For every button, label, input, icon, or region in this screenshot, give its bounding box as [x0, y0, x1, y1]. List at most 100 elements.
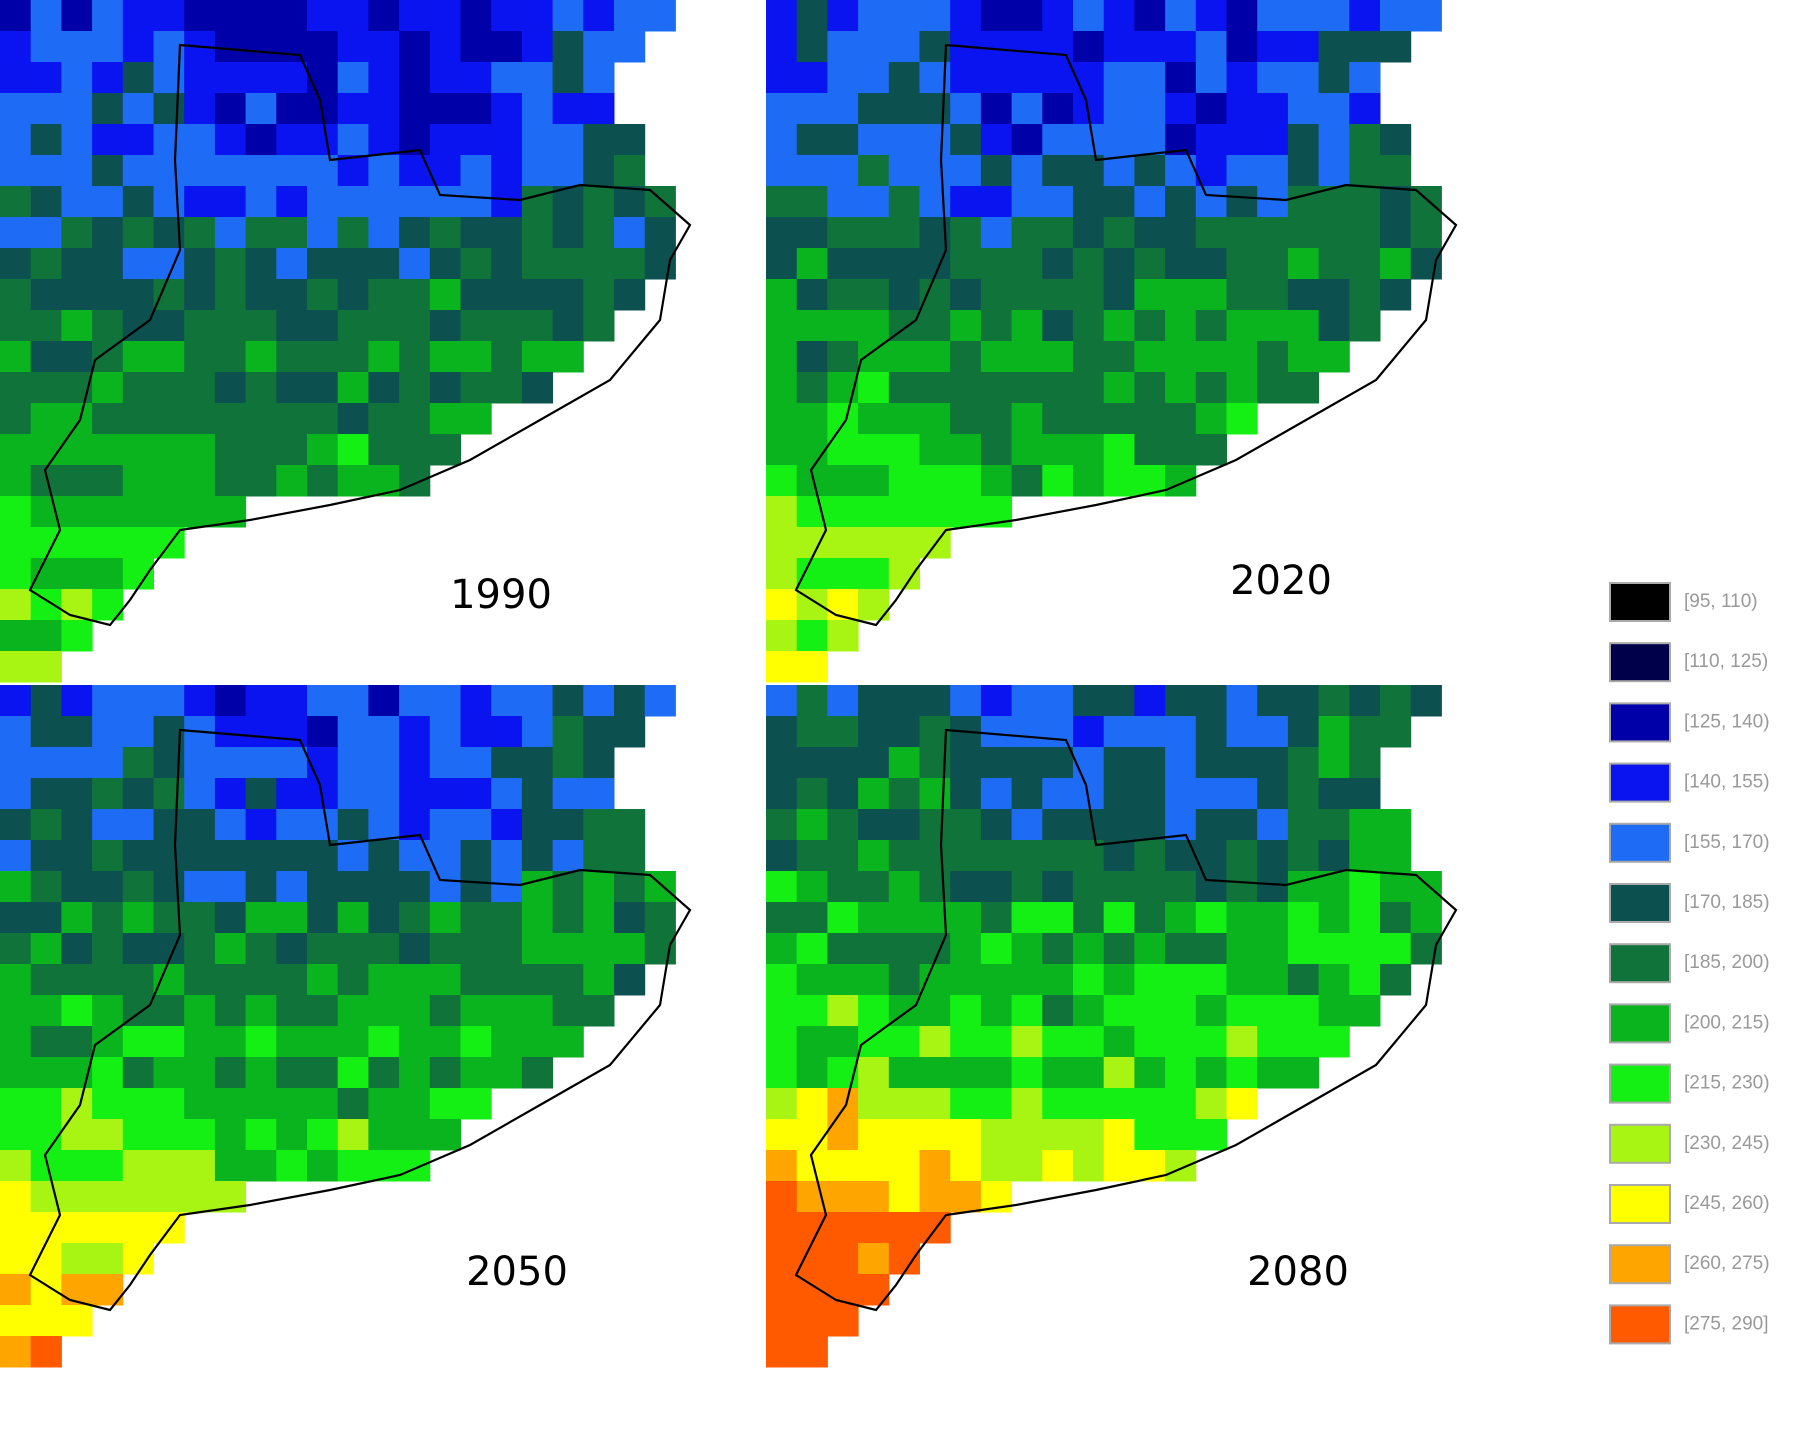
grid-cell [1042, 778, 1074, 810]
grid-cell [614, 248, 646, 280]
grid-cell [245, 871, 277, 903]
grid-cell [766, 685, 798, 717]
grid-cell [1073, 1026, 1105, 1058]
grid-cell [61, 1274, 93, 1306]
grid-cell [766, 465, 798, 497]
grid-cell [583, 155, 615, 187]
grid-cell [1195, 716, 1227, 748]
grid-cell [1103, 933, 1135, 965]
grid-cell [307, 124, 339, 156]
map-panel [0, 0, 692, 683]
grid-cell [368, 1119, 400, 1151]
grid-cell [1287, 248, 1320, 280]
grid-cell [214, 310, 247, 342]
grid-cell [796, 1150, 828, 1182]
grid-cell [399, 279, 431, 311]
grid-cell [1349, 747, 1381, 779]
grid-cell [1287, 871, 1320, 903]
grid-cell [153, 1026, 185, 1058]
grid-cell [1011, 809, 1043, 841]
grid-cell [1011, 93, 1043, 125]
grid-cell [214, 778, 247, 810]
grid-cell [827, 1212, 859, 1244]
grid-cell [184, 279, 216, 311]
grid-cell [1349, 685, 1381, 717]
grid-cell [521, 93, 554, 125]
grid-cell [368, 403, 400, 435]
grid-cell [980, 217, 1013, 249]
grid-cell [368, 31, 400, 63]
grid-cell [1042, 93, 1074, 125]
grid-cell [766, 620, 798, 652]
grid-cell [766, 62, 798, 94]
grid-cell [460, 964, 492, 996]
grid-cell [858, 186, 890, 218]
grid-cell [552, 778, 584, 810]
grid-cell [766, 840, 798, 872]
grid-cell [796, 651, 828, 683]
legend-swatch [1609, 702, 1671, 743]
grid-cell [796, 310, 828, 342]
grid-cell [1042, 0, 1074, 32]
grid-cell [1380, 217, 1412, 249]
grid-cell [1042, 1057, 1074, 1089]
grid-cell [1257, 809, 1289, 841]
grid-cell [276, 217, 308, 249]
grid-cell [1318, 995, 1350, 1027]
grid-cell [583, 217, 615, 249]
grid-cell [0, 465, 32, 497]
grid-cell [827, 685, 859, 717]
grid-cell [276, 310, 308, 342]
grid-cell [1073, 964, 1105, 996]
grid-cell [1226, 279, 1258, 311]
grid-cell [858, 1026, 890, 1058]
grid-cell [214, 465, 247, 497]
grid-cell [1073, 62, 1105, 94]
grid-cell [1257, 685, 1289, 717]
grid-cell [1195, 902, 1227, 934]
grid-cell [1287, 155, 1320, 187]
grid-cell [245, 809, 277, 841]
grid-cell [399, 685, 431, 717]
grid-cell [1103, 124, 1135, 156]
grid-cell [122, 341, 154, 373]
grid-cell [1349, 62, 1381, 94]
grid-cell [153, 995, 185, 1027]
grid-cell [122, 186, 154, 218]
grid-cell [30, 341, 62, 373]
grid-cell [827, 217, 859, 249]
grid-cell [368, 1088, 400, 1120]
grid-cell [980, 155, 1013, 187]
grid-cell [521, 341, 554, 373]
grid-cell [245, 964, 277, 996]
grid-cell [184, 248, 216, 280]
grid-cell [614, 716, 646, 748]
grid-cell [0, 1088, 32, 1120]
grid-cell [122, 1088, 154, 1120]
grid-cell [950, 933, 982, 965]
grid-cell [1134, 341, 1166, 373]
grid-cell [92, 1243, 124, 1275]
grid-cell [153, 372, 185, 404]
grid-cell [122, 1212, 154, 1244]
grid-cell [614, 279, 646, 311]
grid-cell [980, 995, 1013, 1027]
grid-cell [460, 778, 492, 810]
grid-cell [1103, 248, 1135, 280]
grid-cell [0, 372, 32, 404]
grid-cell [888, 0, 920, 32]
grid-cell [796, 1243, 828, 1275]
grid-cell [950, 0, 982, 32]
grid-cell [1257, 372, 1289, 404]
grid-cell [796, 902, 828, 934]
grid-cell [460, 871, 492, 903]
map-panel [0, 685, 692, 1368]
grid-cell [827, 840, 859, 872]
grid-cell [614, 871, 646, 903]
grid-cell [307, 248, 339, 280]
grid-cell [521, 279, 554, 311]
grid-cell [1380, 155, 1412, 187]
grid-cell [307, 1057, 339, 1089]
grid-cell [1318, 685, 1350, 717]
grid-cell [399, 840, 431, 872]
